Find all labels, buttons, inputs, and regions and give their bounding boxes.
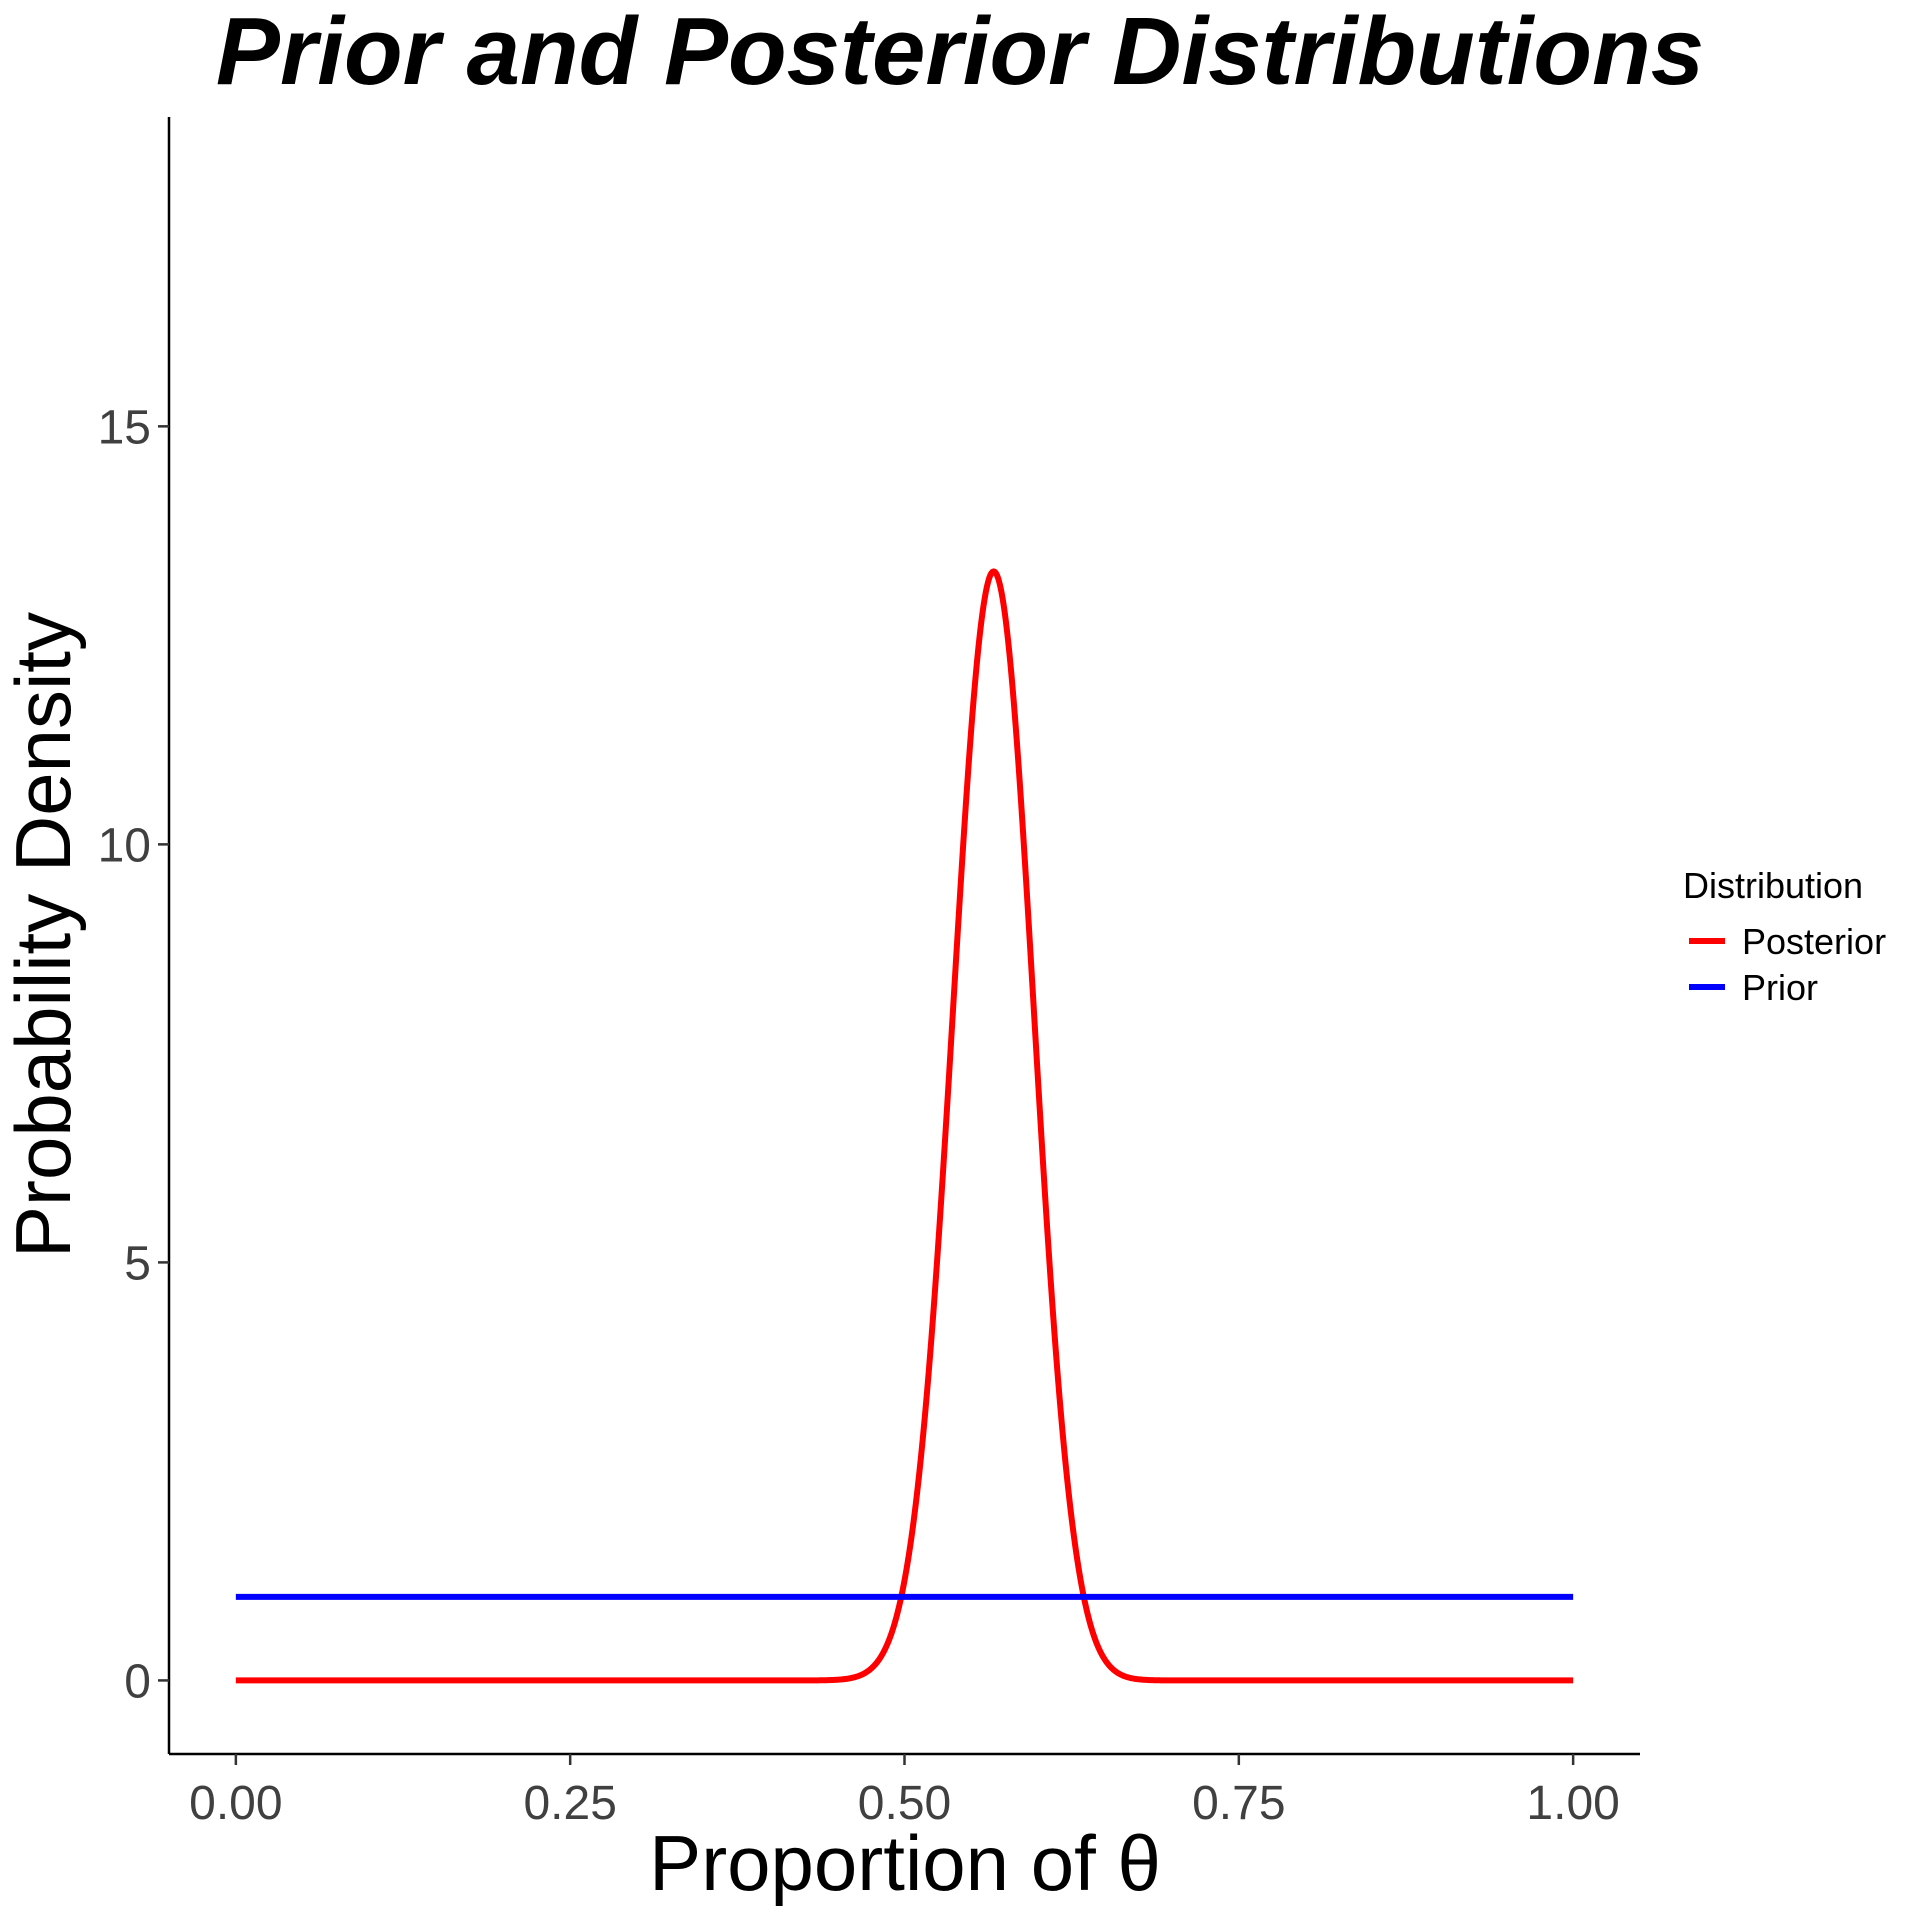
x-tick-label: 1.00 <box>1526 1777 1619 1830</box>
y-tick-label: 15 <box>98 401 151 454</box>
legend-label-prior: Prior <box>1742 967 1818 1008</box>
legend-label-posterior: Posterior <box>1742 921 1886 962</box>
x-tick-label: 0.50 <box>858 1777 951 1830</box>
legend: Distribution Posterior Prior <box>1683 865 1886 1008</box>
series-line-posterior <box>233 568 1576 1684</box>
y-ticks: 0 5 10 15 <box>98 401 169 1708</box>
x-axis-title: Proportion of θ <box>649 1819 1161 1907</box>
y-tick-label: 0 <box>124 1655 151 1708</box>
y-tick-label: 10 <box>98 819 151 872</box>
x-tick-label: 0.25 <box>523 1777 616 1830</box>
x-tick-label: 0.75 <box>1192 1777 1285 1830</box>
plot-area: 0.00 0.25 0.50 0.75 1.00 0 5 10 15 <box>98 117 1640 1830</box>
y-axis-title: Probability Density <box>0 612 87 1258</box>
x-ticks: 0.00 0.25 0.50 0.75 1.00 <box>189 1754 1620 1830</box>
y-tick-label: 5 <box>124 1237 151 1290</box>
chart-title: Prior and Posterior Distributions <box>216 0 1704 105</box>
x-tick-label: 0.00 <box>189 1777 282 1830</box>
legend-title: Distribution <box>1683 865 1863 906</box>
series-layer <box>233 568 1576 1684</box>
